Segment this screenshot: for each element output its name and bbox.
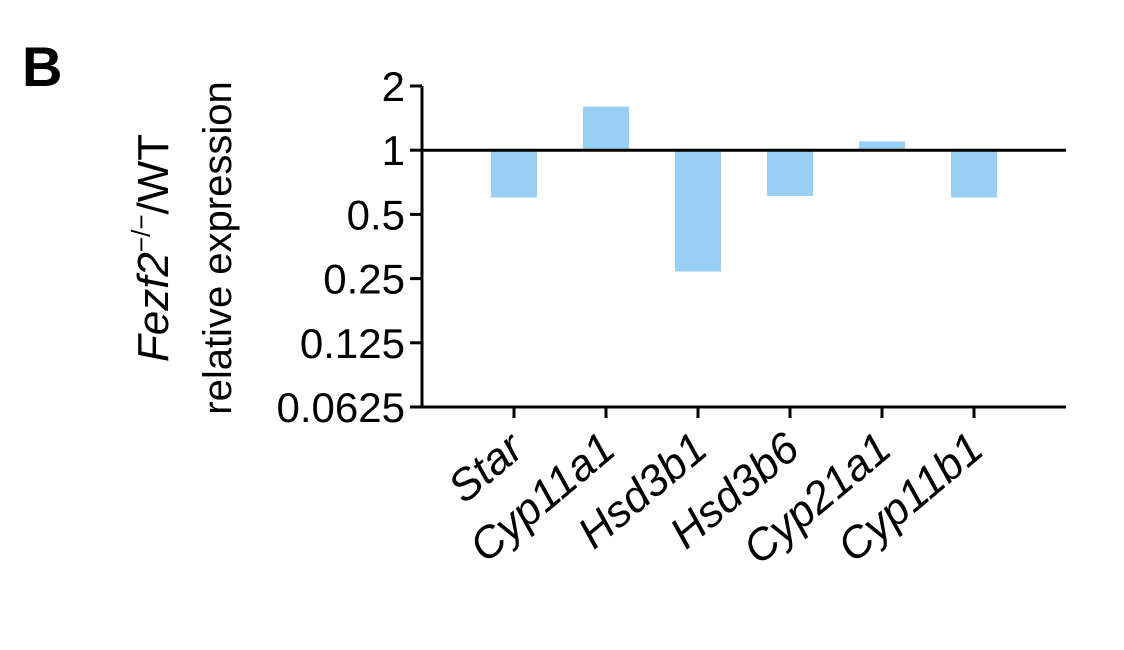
y-axis-title-line2: relative expression <box>196 81 240 415</box>
y-tick-label: 0.5 <box>347 191 405 238</box>
bars-layer <box>491 106 997 272</box>
y-tick-labels: 2 1 0.5 0.25 0.125 0.0625 <box>277 63 405 431</box>
y-axis-ratio-label: /WT <box>129 134 178 215</box>
panel-label: B <box>22 35 62 98</box>
y-tick-label: 2 <box>382 63 405 110</box>
axes-layer <box>410 84 1066 418</box>
bar-cyp11a1 <box>583 106 629 151</box>
y-tick-label: 0.0625 <box>277 384 405 431</box>
y-axis-gene-name: Fezf2 <box>129 252 178 362</box>
y-axis-title-line1: Fezf2−/−/WT <box>126 134 178 362</box>
bar-cyp21a1 <box>859 141 905 151</box>
y-tick-label: 0.125 <box>300 320 405 367</box>
y-axis-title: Fezf2−/−/WT relative expression <box>126 81 240 415</box>
bar-star <box>491 150 537 198</box>
bar-hsd3b6 <box>767 150 813 196</box>
bar-hsd3b1 <box>675 150 721 272</box>
y-axis-genotype-superscript: −/− <box>126 215 156 253</box>
bar-cyp11b1 <box>951 150 997 198</box>
y-tick-label: 1 <box>382 127 405 174</box>
y-tick-label: 0.25 <box>323 256 405 303</box>
